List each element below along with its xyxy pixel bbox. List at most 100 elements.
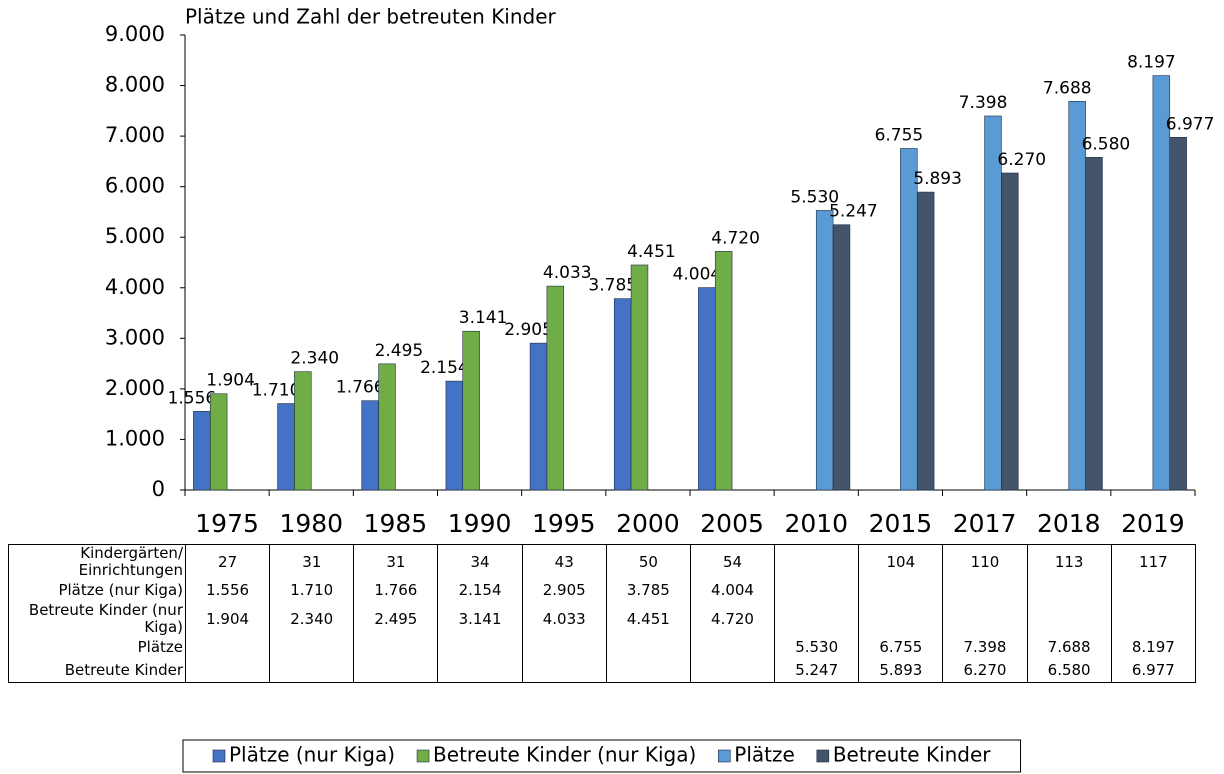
table-cell [353, 636, 439, 659]
table-cell: 4.033 [521, 602, 607, 636]
table-cell: 4.720 [689, 602, 776, 636]
table-cell [1110, 602, 1197, 636]
legend-box [182, 739, 1022, 773]
y-tick-label: 9.000 [105, 22, 165, 46]
table-row: Plätze 5.530 6.755 7.398 7.688 8.197 [8, 636, 1197, 659]
y-tick-label: 0 [152, 477, 165, 501]
value-label: 3.785 [588, 276, 637, 296]
table-cell [774, 602, 860, 636]
x-tick-label: 2010 [784, 509, 848, 538]
legend-swatch [717, 749, 731, 763]
x-tick-label: 1990 [448, 509, 512, 538]
bar [277, 403, 295, 491]
table-cell: 5.247 [774, 659, 860, 683]
value-label: 6.977 [1166, 114, 1215, 134]
x-tick-label: 2015 [869, 509, 933, 538]
bar [984, 115, 1002, 491]
table-cell [353, 659, 439, 683]
table-cell [269, 659, 355, 683]
bar [193, 411, 211, 491]
value-label: 2.340 [290, 349, 339, 369]
y-tick-label: 3.000 [105, 325, 165, 349]
bar [445, 380, 464, 491]
table-cell: 1.556 [184, 579, 271, 602]
table-row: Plätze (nur Kiga) 1.556 1.710 1.766 2.154 2.9… [8, 579, 1197, 602]
table-cell [521, 659, 607, 683]
table-cell: 6.977 [1110, 659, 1197, 683]
row-label: Plätze [8, 636, 186, 659]
legend-swatch [816, 749, 830, 763]
table-cell: 31 [269, 544, 355, 579]
value-label: 2.495 [375, 341, 424, 361]
value-label: 4.451 [627, 242, 676, 262]
table-cell [1026, 579, 1112, 602]
bar [462, 330, 480, 491]
table-row: Betreute Kinder 5.247 5.893 6.270 6.580 6.977 [8, 659, 1197, 683]
table-cell [774, 544, 860, 579]
table-cell: 110 [942, 544, 1028, 579]
table-cell: 4.451 [605, 602, 691, 636]
table-cell: 5.893 [858, 659, 944, 683]
value-label: 7.398 [959, 93, 1008, 113]
value-label: 6.755 [875, 125, 924, 145]
x-tick-label: 1985 [364, 509, 428, 538]
value-label: 5.530 [790, 187, 839, 207]
x-tick-label: 2019 [1121, 509, 1185, 538]
legend-label: Betreute Kinder [833, 743, 991, 767]
y-tick-label: 5.000 [105, 224, 165, 248]
y-tick-label: 1.000 [105, 426, 165, 450]
bar [294, 371, 312, 491]
value-label: 1.710 [252, 381, 301, 401]
table-cell: 104 [858, 544, 944, 579]
bar [832, 224, 851, 491]
table-cell: 3.141 [437, 602, 523, 636]
table-cell: 5.530 [774, 636, 860, 659]
x-tick-label: 2000 [616, 509, 680, 538]
table-cell: 2.154 [437, 579, 523, 602]
row-label: Betreute Kinder [8, 659, 186, 683]
table-cell: 8.197 [1110, 636, 1197, 659]
row-label: Kindergärten/ Einrichtungen [8, 544, 186, 579]
legend-swatch [416, 749, 430, 763]
table-cell [1110, 579, 1197, 602]
table-cell [689, 659, 776, 683]
table-cell [184, 659, 271, 683]
bar [1085, 157, 1103, 491]
bar [900, 148, 918, 491]
table-cell [605, 636, 691, 659]
table-cell: 3.785 [605, 579, 691, 602]
bar [1169, 136, 1187, 491]
bar [714, 251, 733, 491]
value-label: 3.141 [459, 308, 508, 328]
bar [916, 191, 935, 491]
table-cell: 31 [353, 544, 439, 579]
x-tick-label: 2018 [1037, 509, 1101, 538]
table-cell [1026, 602, 1112, 636]
table-cell: 7.398 [942, 636, 1028, 659]
table-cell [858, 579, 944, 602]
bar [361, 400, 379, 491]
table-cell: 6.580 [1026, 659, 1112, 683]
table-cell: 113 [1026, 544, 1112, 579]
y-tick-label: 4.000 [105, 275, 165, 299]
value-label: 1.556 [168, 388, 217, 408]
bar [630, 264, 649, 491]
value-label: 6.270 [997, 150, 1046, 170]
value-label: 2.905 [504, 320, 553, 340]
table-cell: 7.688 [1026, 636, 1112, 659]
table-cell: 50 [605, 544, 691, 579]
bar [546, 285, 565, 491]
table-cell: 1.710 [269, 579, 355, 602]
y-tick-label: 7.000 [105, 123, 165, 147]
value-label: 4.720 [711, 228, 760, 248]
bar [815, 210, 834, 491]
x-tick-label: 1995 [532, 509, 596, 538]
table-cell [605, 659, 691, 683]
table-cell [521, 636, 607, 659]
table-cell: 2.905 [521, 579, 607, 602]
bar [1152, 75, 1171, 491]
legend-swatch [212, 749, 226, 763]
row-label: Plätze (nur Kiga) [8, 579, 186, 602]
bar [209, 393, 228, 491]
